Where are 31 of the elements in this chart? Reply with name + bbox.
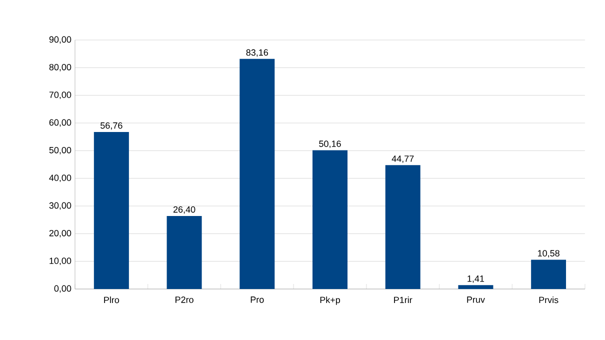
y-tick-label: 30,00 <box>49 202 72 210</box>
y-tick-label: 80,00 <box>49 64 72 72</box>
data-label: 83,16 <box>246 49 268 57</box>
data-label: 56,76 <box>100 122 122 130</box>
bar <box>385 165 420 289</box>
x-tick-label: Pro <box>250 296 264 303</box>
y-tick-label: 50,00 <box>49 146 72 154</box>
y-tick-label: 90,00 <box>49 36 72 44</box>
y-tick-label: 0,00 <box>54 285 72 293</box>
x-tick-label: Plro <box>104 296 120 304</box>
data-label: 44,77 <box>392 156 414 163</box>
y-tick-label: 40,00 <box>49 174 72 182</box>
y-tick-label: 70,00 <box>49 92 72 100</box>
y-tick-label: 20,00 <box>49 230 72 238</box>
data-label: 1,41 <box>468 276 484 283</box>
bar <box>166 216 202 289</box>
bar <box>531 260 566 289</box>
x-tick-label: Pruv <box>467 296 485 303</box>
x-tick-label: P1rir <box>394 296 412 304</box>
x-tick-label: Prvis <box>539 296 558 304</box>
y-tick-label: 60,00 <box>49 119 72 127</box>
data-label: 50,16 <box>319 140 341 148</box>
bar <box>458 285 494 289</box>
bar <box>94 132 129 289</box>
x-tick-label: P2ro <box>176 296 194 303</box>
data-label: 10,58 <box>538 250 560 258</box>
y-tick-label: 10,00 <box>50 258 72 266</box>
x-tick-label: Pk+p <box>320 296 340 305</box>
data-label: 26,40 <box>173 206 196 214</box>
bar <box>312 150 348 289</box>
bar <box>240 58 275 289</box>
